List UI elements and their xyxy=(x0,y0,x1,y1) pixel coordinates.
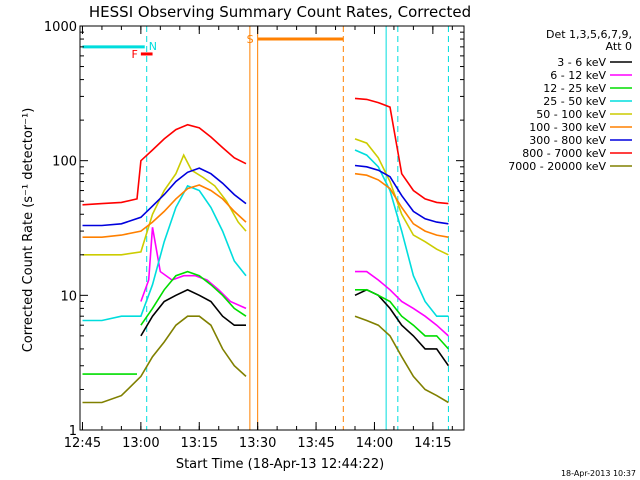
annotations: FN S xyxy=(82,26,449,430)
series-line-7 xyxy=(82,97,449,206)
flag-label-s: S xyxy=(247,33,254,46)
chart-title: HESSI Observing Summary Count Rates, Cor… xyxy=(89,3,471,21)
x-tick-label: 14:00 xyxy=(356,436,393,451)
y-tick-label: 10 xyxy=(60,289,77,304)
series-line-4 xyxy=(82,138,449,256)
axes: 12:45 13:00 13:15 13:30 13:45 14:00 14:15 1 10 10… xyxy=(44,20,464,451)
legend-entry: 800 - 7000 keV xyxy=(522,147,606,160)
legend-entry: 6 - 12 keV xyxy=(550,69,606,82)
legend-entry: 3 - 6 keV xyxy=(557,56,606,69)
series-line-2 xyxy=(140,270,449,350)
series-line-1 xyxy=(140,227,449,337)
legend-entry: 100 - 300 keV xyxy=(529,121,606,134)
legend-entry: 50 - 100 keV xyxy=(536,108,606,121)
series-line-8 xyxy=(82,315,449,404)
x-tick-label: 13:45 xyxy=(297,436,334,451)
flag-label-f: F xyxy=(132,48,138,61)
series-line-3 xyxy=(82,149,449,322)
legend-title-line: Det 1,3,5,6,7,9, xyxy=(546,28,632,41)
x-tick-label: 13:15 xyxy=(181,436,218,451)
flag-label-n: N xyxy=(149,40,157,53)
y-tick-label: 100 xyxy=(52,155,77,170)
legend-title-line: Att 0 xyxy=(606,40,632,53)
x-axis-label: Start Time (18-Apr-13 12:44:22) xyxy=(176,457,384,472)
series-layer xyxy=(82,97,450,404)
legend-entry: 12 - 25 keV xyxy=(543,82,606,95)
x-tick-label: 14:15 xyxy=(414,436,451,451)
y-tick-label: 1 xyxy=(69,424,77,439)
x-tick-label: 13:30 xyxy=(239,436,276,451)
plot-frame xyxy=(79,25,465,431)
y-tick-label: 1000 xyxy=(44,20,77,35)
x-tick-label: 12:45 xyxy=(64,436,101,451)
legend-entry: 25 - 50 keV xyxy=(543,95,606,108)
timestamp: 18-Apr-2013 10:37 xyxy=(561,469,636,478)
legend-entry: 7000 - 20000 keV xyxy=(508,160,606,173)
y-axis-label: Corrected Count Rate (s⁻¹ detector⁻¹) xyxy=(21,108,36,353)
series-line-5 xyxy=(82,172,449,238)
x-tick-label: 13:00 xyxy=(122,436,159,451)
series-line-6 xyxy=(82,164,449,227)
legend-entry: 300 - 800 keV xyxy=(529,134,606,147)
